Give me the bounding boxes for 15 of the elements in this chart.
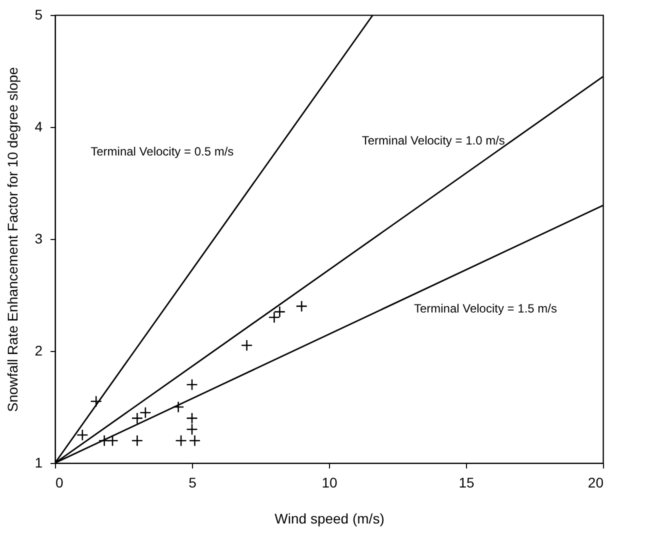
x-tick-label: 0 xyxy=(56,474,64,490)
y-tick-label: 4 xyxy=(34,118,43,134)
annotation: Terminal Velocity = 1.0 m/s xyxy=(362,133,505,148)
x-axis-title: Wind speed (m/s) xyxy=(274,510,384,526)
annotation: Terminal Velocity = 0.5 m/s xyxy=(90,144,234,159)
x-tick-label: 10 xyxy=(322,474,338,490)
x-tick-label: 5 xyxy=(188,474,197,490)
y-tick-label: 3 xyxy=(34,230,43,246)
y-tick-label: 5 xyxy=(34,6,43,22)
x-tick-label: 15 xyxy=(458,474,474,490)
y-tick-label: 2 xyxy=(34,342,43,358)
y-tick-label: 1 xyxy=(34,454,43,470)
y-axis-title: Snowfall Rate Enhancement Factor for 10 degree slope xyxy=(4,66,21,412)
x-tick-label: 20 xyxy=(588,474,604,490)
annotation: Terminal Velocity = 1.5 m/s xyxy=(414,301,558,316)
